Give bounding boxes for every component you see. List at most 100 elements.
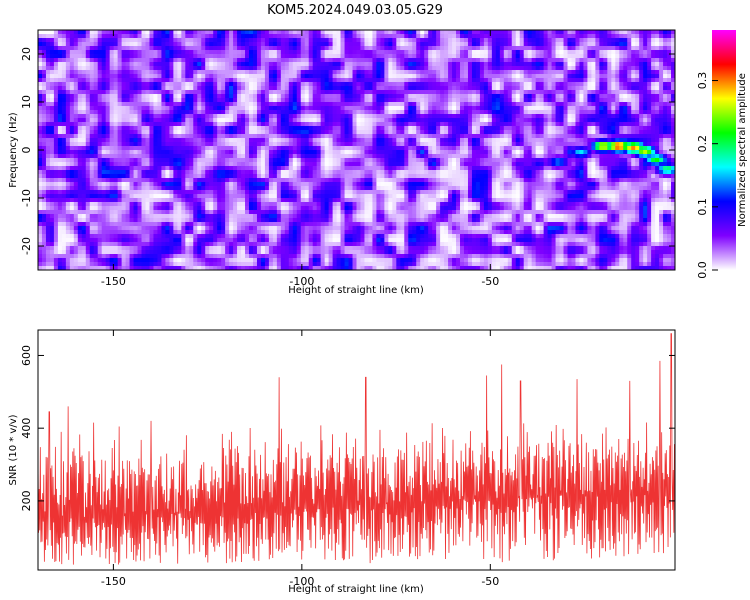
heatmap-cell [396, 150, 401, 155]
heatmap-cell [241, 46, 246, 51]
heatmap-cell [523, 78, 529, 83]
heatmap-cell [364, 46, 370, 51]
heatmap-cell [436, 30, 441, 35]
heatmap-cell [531, 66, 537, 71]
heatmap-cell [197, 122, 202, 127]
heatmap-cell [97, 102, 103, 107]
heatmap-cell [539, 30, 545, 35]
heatmap-cell [229, 114, 234, 119]
heatmap-cell [153, 82, 159, 87]
heatmap-cell [483, 78, 489, 83]
heatmap-cell [332, 74, 338, 79]
heatmap-cell [475, 30, 481, 35]
heatmap-cell [615, 74, 620, 79]
heatmap-cell [667, 138, 672, 143]
heatmap-cell [197, 34, 202, 39]
heatmap-cell [456, 130, 461, 135]
heatmap-cell [507, 34, 513, 39]
heatmap-cell [448, 138, 453, 143]
heatmap-cell [249, 122, 254, 127]
heatmap-cell [284, 62, 290, 67]
heatmap-cell [479, 70, 485, 75]
heatmap-cell [436, 86, 441, 91]
heatmap-cell [531, 150, 537, 155]
heatmap-cell [81, 110, 87, 115]
heatmap-cell [65, 78, 71, 83]
heatmap-cell [77, 82, 83, 87]
heatmap-cell [241, 126, 246, 131]
heatmap-cell [599, 30, 604, 35]
heatmap-cell [547, 118, 553, 123]
heatmap-cell [655, 66, 660, 71]
heatmap-cell [396, 46, 401, 51]
heatmap-cell [515, 46, 521, 51]
heatmap-cell [284, 130, 290, 135]
heatmap-cell [659, 46, 664, 51]
heatmap-cell [416, 46, 421, 51]
heatmap-cell [45, 106, 51, 111]
heatmap-cell [428, 106, 433, 111]
heatmap-cell [109, 54, 115, 59]
heatmap-cell [460, 74, 465, 79]
heatmap-cell [97, 110, 103, 115]
heatmap-cell [153, 66, 159, 71]
heatmap-cell [316, 98, 322, 103]
heatmap-cell [487, 58, 493, 63]
heatmap-cell [73, 150, 79, 155]
heatmap-cell [117, 94, 123, 99]
heatmap-cell [659, 126, 664, 131]
heatmap-cell [264, 78, 270, 83]
heatmap-cell [436, 106, 441, 111]
heatmap-cell [320, 66, 326, 71]
heatmap-cell [252, 30, 258, 35]
heatmap-cell [316, 58, 322, 63]
heatmap-cell [173, 94, 178, 99]
heatmap-cell [97, 150, 103, 155]
heatmap-cell [260, 78, 266, 83]
heatmap-cell [555, 142, 561, 147]
heatmap-cell [368, 54, 374, 59]
heatmap-cell [237, 42, 242, 47]
heatmap-cell [105, 74, 111, 79]
heatmap-cell [456, 86, 461, 91]
heatmap-cell [460, 118, 465, 123]
heatmap-cell [452, 38, 457, 43]
heatmap-cell [591, 102, 596, 107]
heatmap-cell [189, 110, 194, 115]
heatmap-cell [667, 82, 672, 87]
heatmap-cell [97, 114, 103, 119]
heatmap-cell [571, 66, 577, 71]
heatmap-cell [85, 102, 91, 107]
heatmap-cell [639, 94, 644, 99]
heatmap-cell [456, 70, 461, 75]
heatmap-cell [272, 134, 278, 139]
heatmap-cell [292, 130, 298, 135]
heatmap-cell [129, 126, 135, 131]
heatmap-cell [463, 58, 469, 63]
heatmap-cell [181, 46, 186, 51]
heatmap-cell [101, 50, 107, 55]
heatmap-cell [89, 130, 95, 135]
heatmap-cell [483, 94, 489, 99]
heatmap-cell [197, 146, 202, 151]
heatmap-cell [607, 66, 612, 71]
heatmap-cell [105, 50, 111, 55]
heatmap-cell [41, 34, 47, 39]
heatmap-cell [276, 46, 282, 51]
heatmap-cell [619, 110, 624, 115]
heatmap-cell [57, 94, 63, 99]
heatmap-cell [237, 54, 242, 59]
heatmap-cell [611, 110, 616, 115]
heatmap-cell [308, 78, 314, 83]
heatmap-cell [671, 142, 675, 147]
heatmap-cell [639, 114, 644, 119]
heatmap-cell [364, 138, 370, 143]
heatmap-cell [384, 82, 389, 87]
heatmap-cell [623, 58, 628, 63]
heatmap-cell [499, 50, 505, 55]
heatmap-cell [320, 142, 326, 147]
heatmap-cell [105, 34, 111, 39]
heatmap-cell [241, 30, 246, 35]
heatmap-cell [149, 30, 155, 35]
heatmap-cell [643, 114, 648, 119]
